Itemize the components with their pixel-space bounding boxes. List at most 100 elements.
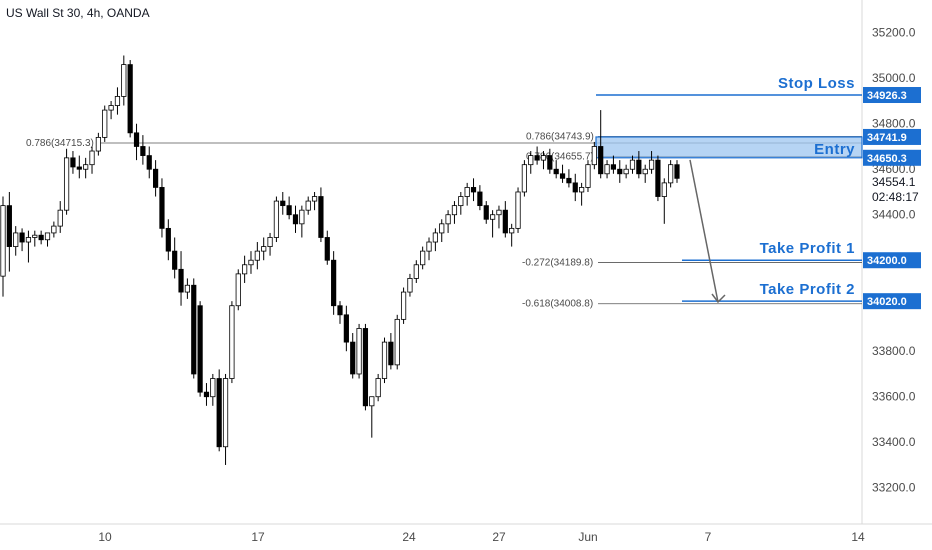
candle-body-up [591,146,597,166]
candle-body-down [178,268,184,293]
down-arrow-head [711,293,726,304]
candle-body-up [57,209,63,227]
x-axis-ticks: 10 17 24 27 Jun 7 14 [98,530,865,544]
candle-body-up [121,64,127,97]
candle-body-up [375,378,381,398]
candle-body-up [184,284,190,293]
candle-body-up [299,209,305,225]
x-tick-label: 14 [851,530,865,544]
candle-body-up [254,250,260,261]
take-profit-1-tag-bg [863,252,921,269]
candle-body-down [477,191,483,207]
candles [0,55,680,465]
candle-body-up [426,241,432,252]
y-tick-label: 33200.0 [872,481,916,495]
candle-body-up [369,396,375,407]
candle-body-up [13,232,19,247]
candle-body-down [547,155,553,170]
x-tick-label: 24 [402,530,416,544]
fib-label: -0.618(34008.8) [522,299,593,310]
candle-body-down [280,200,286,207]
candle-body-up [528,155,534,166]
entry-bottom-tag-bg [863,149,921,166]
candle-body-up [311,196,318,202]
candle-body-down [502,209,508,234]
y-axis-ticks: 35200.035000.034800.034600.034400.033800… [872,26,916,495]
candle-body-up [108,105,114,111]
candle-body-up [273,200,280,238]
x-tick-label: 7 [705,530,712,544]
fib-label: 0.786(34655.7) [526,152,594,163]
candle-body-up [623,168,629,175]
candle-body-down [19,232,25,243]
candle-body-down [203,391,210,398]
candle-body-up [95,136,101,152]
entry-bottom-tag: 34650.3 [867,153,907,165]
stop-loss-tag: 34926.3 [867,90,907,102]
candle-body-down [483,205,489,220]
y-tick-label: 33400.0 [872,435,916,449]
candle-body-down [216,378,222,448]
take-profit-1-label: Take Profit 1 [760,240,855,257]
candle-body-down [598,146,604,175]
y-tick-label: 33600.0 [872,390,916,404]
take-profit-2-tag-bg [863,293,921,310]
candle-body-down [6,205,12,247]
candle-body-down [470,187,477,193]
candle-body-up [648,159,655,170]
countdown-label: 02:48:17 [872,190,919,204]
candle-body-up [439,223,445,234]
candle-body-down [610,164,617,170]
candle-body-down [331,259,337,307]
candle-body-up [668,164,674,184]
candle-body-up [248,259,254,266]
candle-body-down [362,328,369,407]
candle-body-up [509,227,515,234]
candle-body-up [267,237,273,247]
y-tick-label: 35200.0 [872,26,916,40]
candle-body-up [445,214,451,225]
candle-body-up [261,246,267,252]
candle-body-up [540,155,547,161]
candle-body-up [496,209,502,216]
candle-body-up [305,200,311,211]
price-tags: 34926.3 34741.9 34650.3 34200.0 34020.0 34554… [863,87,925,310]
fib-label: -0.272(34189.8) [522,258,593,269]
candle-body-down [70,157,76,168]
candle-body-up [25,237,32,243]
entry-label: Entry [814,141,855,158]
candle-body-up [661,182,667,197]
candle-body-up [451,205,458,216]
candle-body-down [127,64,133,134]
candle-body-up [585,164,591,188]
candle-body-down [318,196,324,238]
candle-body-up [114,96,121,106]
y-tick-label: 33800.0 [872,344,916,358]
fib-label: 0.786(34743.9) [526,132,594,143]
candle-body-up [32,234,38,238]
candle-body-up [579,187,585,193]
candle-body-up [83,164,89,170]
entry-top-tag-bg [863,128,921,145]
candle-body-down [38,234,44,241]
down-arrow-shaft [689,159,719,303]
x-tick-label: Jun [578,530,597,544]
candle-body-down [337,305,343,316]
last-price-label: 34554.1 [872,175,916,189]
x-tick-label: 17 [251,530,265,544]
chart-title: US Wall St 30, 4h, OANDA [6,6,150,20]
stop-loss-tag-bg [863,87,921,104]
take-profit-1-tag: 34200.0 [867,255,907,267]
x-tick-label: 10 [98,530,112,544]
candle-body-down [534,155,540,161]
candle-body-up [413,264,419,279]
candle-body-up [515,191,521,229]
candle-body-down [165,227,171,252]
candle-body-up [89,150,95,166]
candle-body-up [210,378,216,398]
candle-body-up [604,164,610,175]
candle-body-down [350,341,356,375]
candle-body-down [674,164,680,179]
candle-body-down [343,314,349,343]
